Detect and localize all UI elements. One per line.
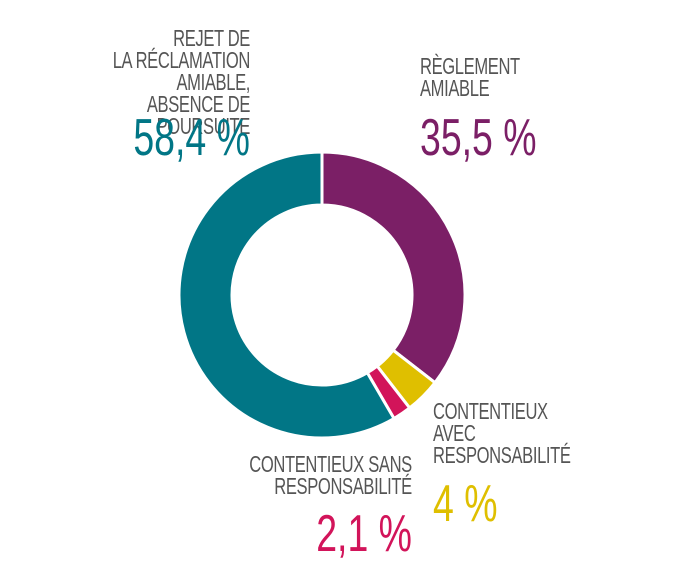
donut-segment — [177, 150, 397, 440]
value-label: 58,4 % — [133, 109, 250, 167]
value-label: 4 % — [433, 475, 498, 533]
category-label: RÈGLEMENT AMIABLE — [420, 53, 520, 101]
category-label: REJET DE LA RÉCLAMATION AMIABLE, ABSENCE… — [112, 25, 251, 139]
value-label: 2,1 % — [316, 505, 412, 563]
category-label: CONTENTIEUX SANS RESPONSABILITÉ — [249, 451, 412, 499]
donut-segment — [320, 150, 467, 385]
category-label: CONTENTIEUX AVEC RESPONSABILITÉ — [433, 398, 571, 468]
value-label: 35,5 % — [420, 109, 537, 167]
